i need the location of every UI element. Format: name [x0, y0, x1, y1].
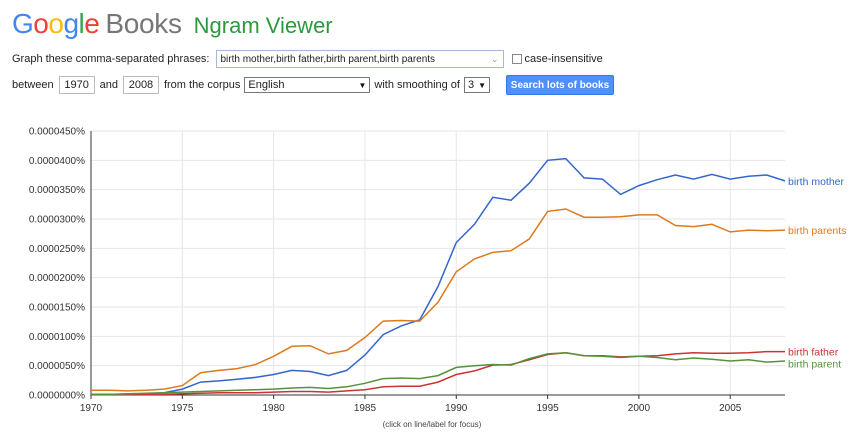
series-label[interactable]: birth mother: [788, 176, 845, 188]
phrases-input[interactable]: birth mother,birth father,birth parent,b…: [215, 50, 504, 68]
dropdown-arrow-icon: ▼: [478, 80, 486, 90]
case-insensitive-checkbox[interactable]: [511, 54, 522, 64]
chart-footnote: (click on line/label for focus): [382, 420, 482, 429]
logo-letter: l: [78, 8, 85, 39]
smoothing-value: 3: [467, 79, 475, 91]
smoothing-select[interactable]: 3 ▼: [463, 77, 490, 93]
logo-letter: e: [84, 8, 100, 39]
x-tick-label: 2005: [719, 403, 742, 414]
page-header: Google Books Ngram Viewer: [12, 8, 333, 44]
smoothing-label: with smoothing of: [374, 79, 460, 91]
x-tick-label: 1970: [80, 403, 103, 414]
y-tick-label: 0.0000000%: [29, 391, 85, 402]
y-tick-label: 0.0000150%: [29, 303, 85, 314]
between-label: between: [12, 79, 54, 91]
logo-letter: G: [12, 8, 34, 39]
logo-letter: g: [63, 8, 79, 39]
dropdown-arrow-icon: ▼: [358, 80, 367, 90]
x-tick-label: 1995: [536, 403, 559, 414]
y-tick-label: 0.0000050%: [29, 361, 85, 372]
and-label: and: [99, 79, 118, 91]
product-title: Ngram Viewer: [193, 13, 333, 38]
logo-letter: o: [48, 8, 64, 39]
y-tick-label: 0.0000100%: [29, 332, 85, 343]
x-tick-label: 1985: [354, 403, 377, 414]
logo-letter: o: [33, 8, 49, 39]
chevron-down-icon[interactable]: ⌄: [490, 53, 499, 64]
case-insensitive-label[interactable]: case-insensitive: [524, 53, 603, 65]
series-line-birth-parent[interactable]: [91, 352, 786, 396]
end-year-input[interactable]: 2008: [122, 76, 159, 94]
y-tick-label: 0.0000350%: [29, 185, 85, 196]
corpus-label: from the corpus: [163, 79, 241, 91]
series-label[interactable]: birth father: [788, 347, 839, 359]
y-tick-label: 0.0000250%: [29, 244, 85, 255]
y-tick-label: 0.0000300%: [29, 215, 85, 226]
series-label[interactable]: birth parents: [788, 225, 846, 237]
start-year-input[interactable]: 1970: [58, 76, 95, 94]
phrases-value: birth mother,birth father,birth parent,b…: [220, 53, 436, 65]
series-line-birth-father[interactable]: [91, 350, 785, 396]
phrases-row: Graph these comma-separated phrases: bir…: [12, 48, 603, 70]
x-tick-label: 1990: [445, 403, 468, 414]
x-tick-label: 1980: [263, 403, 286, 414]
series-line-birth-parents[interactable]: [91, 208, 786, 392]
series-label[interactable]: birth parent: [788, 359, 841, 371]
x-tick-label: 1975: [171, 403, 194, 414]
phrases-label: Graph these comma-separated phrases:: [12, 53, 210, 65]
y-tick-label: 0.0000400%: [29, 156, 85, 167]
y-tick-label: 0.0000450%: [29, 127, 85, 138]
corpus-select[interactable]: English ▼: [244, 77, 371, 93]
x-tick-label: 2000: [628, 403, 651, 414]
search-button[interactable]: Search lots of books: [505, 75, 614, 95]
corpus-value: English: [248, 79, 285, 91]
google-logo[interactable]: Google: [12, 8, 100, 40]
books-wordmark[interactable]: Books: [105, 8, 182, 39]
y-tick-label: 0.0000200%: [29, 273, 85, 284]
options-row: between 1970 and 2008 from the corpus En…: [12, 74, 614, 96]
series-line-birth-mother[interactable]: [91, 157, 786, 396]
